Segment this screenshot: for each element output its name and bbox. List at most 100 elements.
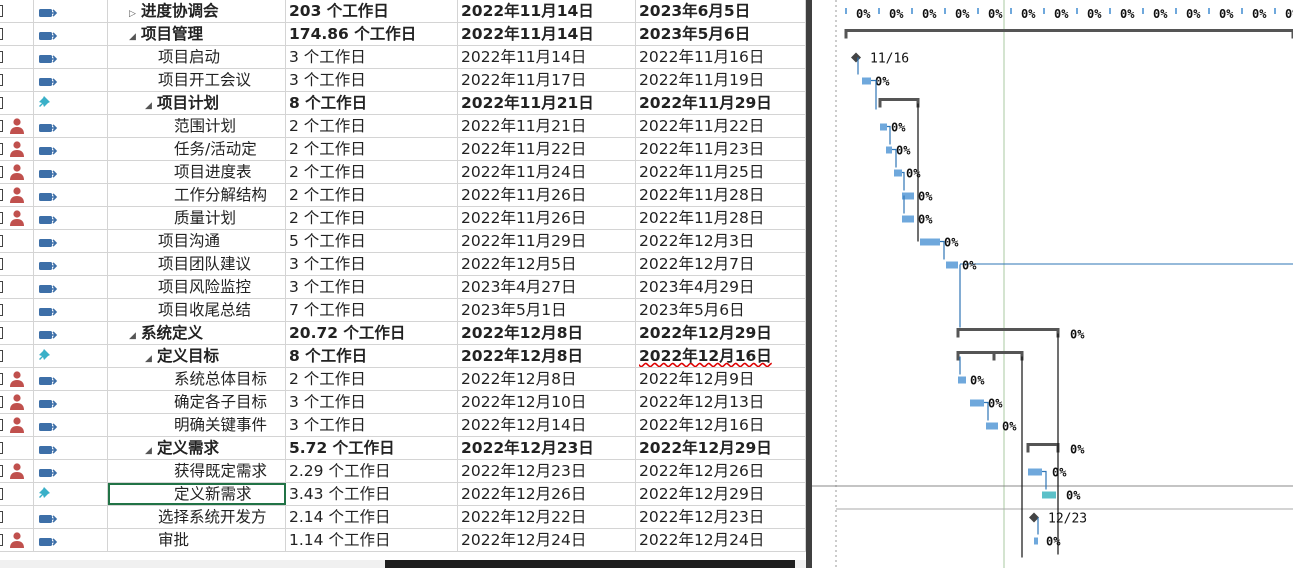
task-name-cell[interactable]: 项目开工会议 <box>108 69 286 91</box>
task-mode-cell[interactable] <box>34 483 108 505</box>
finish-cell[interactable]: 2022年12月9日 <box>636 368 806 390</box>
finish-cell[interactable]: 2022年12月29日 <box>636 437 806 459</box>
task-mode-cell[interactable] <box>34 138 108 160</box>
task-mode-cell[interactable] <box>34 437 108 459</box>
dur-cell[interactable]: 3 个工作日 <box>286 276 458 298</box>
dur-cell[interactable]: 2.14 个工作日 <box>286 506 458 528</box>
finish-cell[interactable]: 2022年12月16日 <box>636 345 806 367</box>
task-mode-cell[interactable] <box>34 506 108 528</box>
task-name-cell[interactable]: ◢ 系统定义 <box>108 322 286 344</box>
task-mode-cell[interactable] <box>34 345 108 367</box>
start-cell[interactable]: 2022年11月14日 <box>458 0 636 22</box>
start-cell[interactable]: 2022年12月23日 <box>458 437 636 459</box>
table-row[interactable]: ▷ 进度协调会 203 个工作日 2022年11月14日 2023年6月5日 <box>0 0 806 23</box>
dur-cell[interactable]: 174.86 个工作日 <box>286 23 458 45</box>
task-mode-cell[interactable] <box>34 207 108 229</box>
task-mode-cell[interactable] <box>34 0 108 22</box>
start-cell[interactable]: 2022年12月8日 <box>458 345 636 367</box>
start-cell[interactable]: 2022年11月29日 <box>458 230 636 252</box>
task-name-cell[interactable]: ◢ 定义目标 <box>108 345 286 367</box>
dur-cell[interactable]: 8 个工作日 <box>286 345 458 367</box>
finish-cell[interactable]: 2022年12月24日 <box>636 529 806 551</box>
start-cell[interactable]: 2022年12月8日 <box>458 368 636 390</box>
collapse-icon[interactable]: ◢ <box>129 32 136 42</box>
start-cell[interactable]: 2022年11月22日 <box>458 138 636 160</box>
dur-cell[interactable]: 1.14 个工作日 <box>286 529 458 551</box>
task-name-cell[interactable]: ◢ 定义需求 <box>108 437 286 459</box>
finish-cell[interactable]: 2022年11月28日 <box>636 184 806 206</box>
scrollbar-thumb[interactable] <box>385 560 795 568</box>
table-row[interactable]: 项目团队建议 3 个工作日 2022年12月5日 2022年12月7日 <box>0 253 806 276</box>
finish-cell[interactable]: 2023年5月6日 <box>636 299 806 321</box>
dur-cell[interactable]: 3 个工作日 <box>286 253 458 275</box>
finish-cell[interactable]: 2022年12月13日 <box>636 391 806 413</box>
view-splitter[interactable] <box>806 0 812 568</box>
start-cell[interactable]: 2022年12月14日 <box>458 414 636 436</box>
table-row[interactable]: 项目开工会议 3 个工作日 2022年11月17日 2022年11月19日 <box>0 69 806 92</box>
task-name-cell[interactable]: 项目风险监控 <box>108 276 286 298</box>
start-cell[interactable]: 2022年11月14日 <box>458 46 636 68</box>
start-cell[interactable]: 2022年11月26日 <box>458 207 636 229</box>
finish-cell[interactable]: 2022年12月29日 <box>636 322 806 344</box>
task-mode-cell[interactable] <box>34 322 108 344</box>
task-mode-cell[interactable] <box>34 184 108 206</box>
task-mode-cell[interactable] <box>34 299 108 321</box>
finish-cell[interactable]: 2022年12月26日 <box>636 460 806 482</box>
table-row[interactable]: 项目收尾总结 7 个工作日 2023年5月1日 2023年5月6日 <box>0 299 806 322</box>
task-name-cell[interactable]: 审批 <box>108 529 286 551</box>
finish-cell[interactable]: 2022年11月19日 <box>636 69 806 91</box>
task-mode-cell[interactable] <box>34 161 108 183</box>
task-name-cell[interactable]: 项目沟通 <box>108 230 286 252</box>
dur-cell[interactable]: 2 个工作日 <box>286 115 458 137</box>
dur-cell[interactable]: 2 个工作日 <box>286 138 458 160</box>
start-cell[interactable]: 2022年12月5日 <box>458 253 636 275</box>
task-mode-cell[interactable] <box>34 253 108 275</box>
table-row[interactable]: 审批 1.14 个工作日 2022年12月24日 2022年12月24日 <box>0 529 806 552</box>
collapse-icon[interactable]: ◢ <box>145 101 152 111</box>
dur-cell[interactable]: 5 个工作日 <box>286 230 458 252</box>
start-cell[interactable]: 2022年11月24日 <box>458 161 636 183</box>
finish-cell[interactable]: 2022年12月29日 <box>636 483 806 505</box>
table-row[interactable]: 范围计划 2 个工作日 2022年11月21日 2022年11月22日 <box>0 115 806 138</box>
finish-cell[interactable]: 2023年6月5日 <box>636 0 806 22</box>
table-row[interactable]: ◢ 定义目标 8 个工作日 2022年12月8日 2022年12月16日 <box>0 345 806 368</box>
table-row[interactable]: ◢ 系统定义 20.72 个工作日 2022年12月8日 2022年12月29日 <box>0 322 806 345</box>
collapse-icon[interactable]: ◢ <box>145 446 152 456</box>
task-name-cell[interactable]: 系统总体目标 <box>108 368 286 390</box>
task-mode-cell[interactable] <box>34 368 108 390</box>
table-row[interactable]: 质量计划 2 个工作日 2022年11月26日 2022年11月28日 <box>0 207 806 230</box>
table-row[interactable]: 明确关键事件 3 个工作日 2022年12月14日 2022年12月16日 <box>0 414 806 437</box>
start-cell[interactable]: 2022年11月14日 <box>458 23 636 45</box>
task-mode-cell[interactable] <box>34 115 108 137</box>
dur-cell[interactable]: 7 个工作日 <box>286 299 458 321</box>
table-row[interactable]: 项目启动 3 个工作日 2022年11月14日 2022年11月16日 <box>0 46 806 69</box>
task-mode-cell[interactable] <box>34 69 108 91</box>
start-cell[interactable]: 2022年11月26日 <box>458 184 636 206</box>
task-name-cell[interactable]: 项目进度表 <box>108 161 286 183</box>
dur-cell[interactable]: 3.43 个工作日 <box>286 483 458 505</box>
collapse-icon[interactable]: ◢ <box>145 354 152 364</box>
table-row[interactable]: 选择系统开发方 2.14 个工作日 2022年12月22日 2022年12月23日 <box>0 506 806 529</box>
finish-cell[interactable]: 2022年11月23日 <box>636 138 806 160</box>
start-cell[interactable]: 2022年12月24日 <box>458 529 636 551</box>
task-mode-cell[interactable] <box>34 529 108 551</box>
task-name-cell[interactable]: 项目团队建议 <box>108 253 286 275</box>
table-row[interactable]: ◢ 定义需求 5.72 个工作日 2022年12月23日 2022年12月29日 <box>0 437 806 460</box>
task-mode-cell[interactable] <box>34 276 108 298</box>
task-name-cell[interactable]: ◢ 项目管理 <box>108 23 286 45</box>
task-name-cell[interactable]: 范围计划 <box>108 115 286 137</box>
finish-cell[interactable]: 2022年12月23日 <box>636 506 806 528</box>
table-row[interactable]: ◢ 项目管理 174.86 个工作日 2022年11月14日 2023年5月6日 <box>0 23 806 46</box>
task-name-cell[interactable]: 质量计划 <box>108 207 286 229</box>
task-name-cell[interactable]: 获得既定需求 <box>108 460 286 482</box>
dur-cell[interactable]: 3 个工作日 <box>286 69 458 91</box>
task-name-cell[interactable]: 任务/活动定 <box>108 138 286 160</box>
dur-cell[interactable]: 2 个工作日 <box>286 184 458 206</box>
task-mode-cell[interactable] <box>34 414 108 436</box>
dur-cell[interactable]: 3 个工作日 <box>286 414 458 436</box>
start-cell[interactable]: 2022年11月21日 <box>458 115 636 137</box>
finish-cell[interactable]: 2022年12月16日 <box>636 414 806 436</box>
table-row[interactable]: 工作分解结构 2 个工作日 2022年11月26日 2022年11月28日 <box>0 184 806 207</box>
task-name-cell[interactable]: 明确关键事件 <box>108 414 286 436</box>
task-mode-cell[interactable] <box>34 391 108 413</box>
